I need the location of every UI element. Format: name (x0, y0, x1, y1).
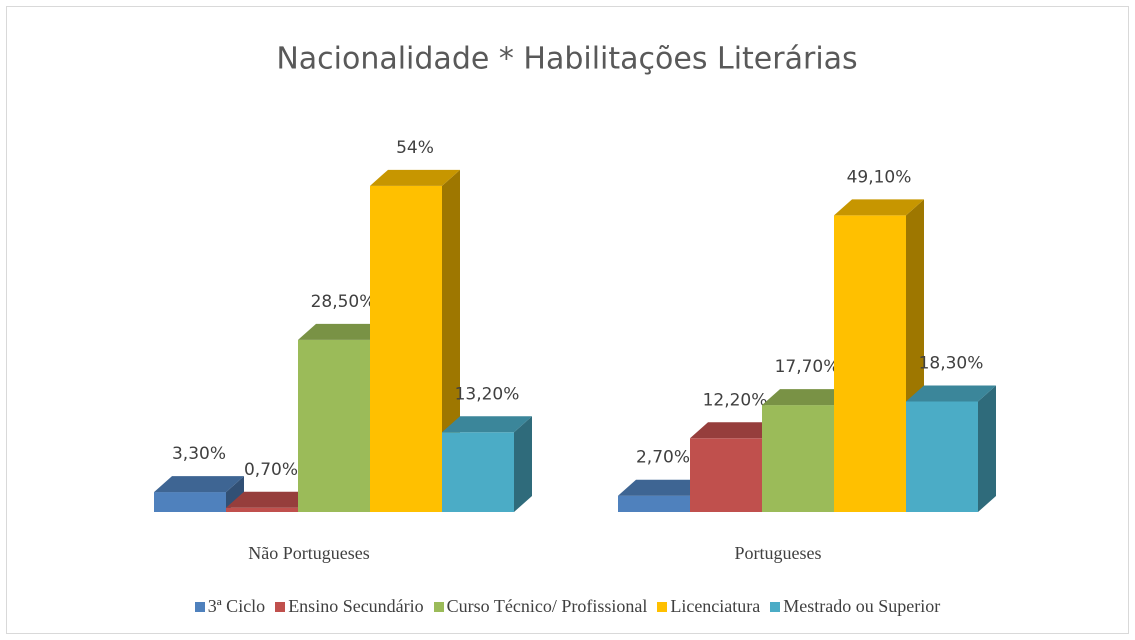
legend-item: Licenciatura (657, 596, 760, 617)
bar (442, 432, 514, 512)
legend-swatch (433, 601, 444, 612)
x-tick-label: Não Portugueses (248, 543, 369, 563)
legend-item: Curso Técnico/ Profissional (433, 596, 648, 617)
legend-label: Curso Técnico/ Profissional (446, 596, 648, 616)
data-label: 49,10% (847, 167, 912, 187)
x-tick-label: Portugueses (735, 543, 822, 563)
legend-item: 3ª Ciclo (194, 596, 266, 617)
legend-label: 3ª Ciclo (207, 596, 266, 616)
bar-top (154, 476, 244, 493)
bar (298, 339, 370, 512)
data-label: 54% (396, 138, 434, 158)
legend-swatch (657, 601, 668, 612)
bar-top (690, 422, 780, 439)
legend-item: Ensino Secundário (275, 596, 424, 617)
data-label: 28,50% (311, 292, 376, 312)
data-label: 13,20% (455, 384, 520, 404)
chart-border (6, 6, 1129, 634)
bar (906, 401, 978, 512)
bar-top (298, 323, 388, 340)
bar-top (226, 491, 316, 508)
bar (690, 438, 762, 512)
legend-label: Ensino Secundário (288, 596, 424, 616)
data-label: 0,70% (244, 460, 298, 480)
bar-top (762, 389, 852, 406)
data-label: 2,70% (636, 448, 690, 468)
bar-top (906, 385, 996, 402)
data-label: 3,30% (172, 444, 226, 464)
data-label: 17,70% (775, 357, 840, 377)
legend-swatch (770, 601, 781, 612)
bar-top (442, 416, 532, 433)
bar (370, 185, 442, 512)
bar-top (834, 199, 924, 216)
bar (154, 492, 226, 512)
bar-side (226, 476, 244, 512)
legend-label: Mestrado ou Superior (783, 596, 941, 616)
legend-label: Licenciatura (670, 596, 761, 616)
chart-title: Nacionalidade * Habilitações Literárias (276, 42, 857, 77)
bar (226, 507, 298, 512)
legend-swatch (194, 601, 205, 612)
legend: 3ª Ciclo Ensino Secundário Curso Técnico/ … (0, 596, 1135, 617)
bar-top (618, 479, 708, 496)
bar (618, 495, 690, 512)
bar-top (370, 169, 460, 186)
data-label: 12,20% (703, 390, 768, 410)
legend-item: Mestrado ou Superior (770, 596, 940, 617)
bar (762, 405, 834, 512)
bar-side (978, 385, 996, 512)
data-label: 18,30% (919, 353, 984, 373)
bar-side (514, 416, 532, 512)
bar (834, 215, 906, 512)
legend-swatch (275, 601, 286, 612)
